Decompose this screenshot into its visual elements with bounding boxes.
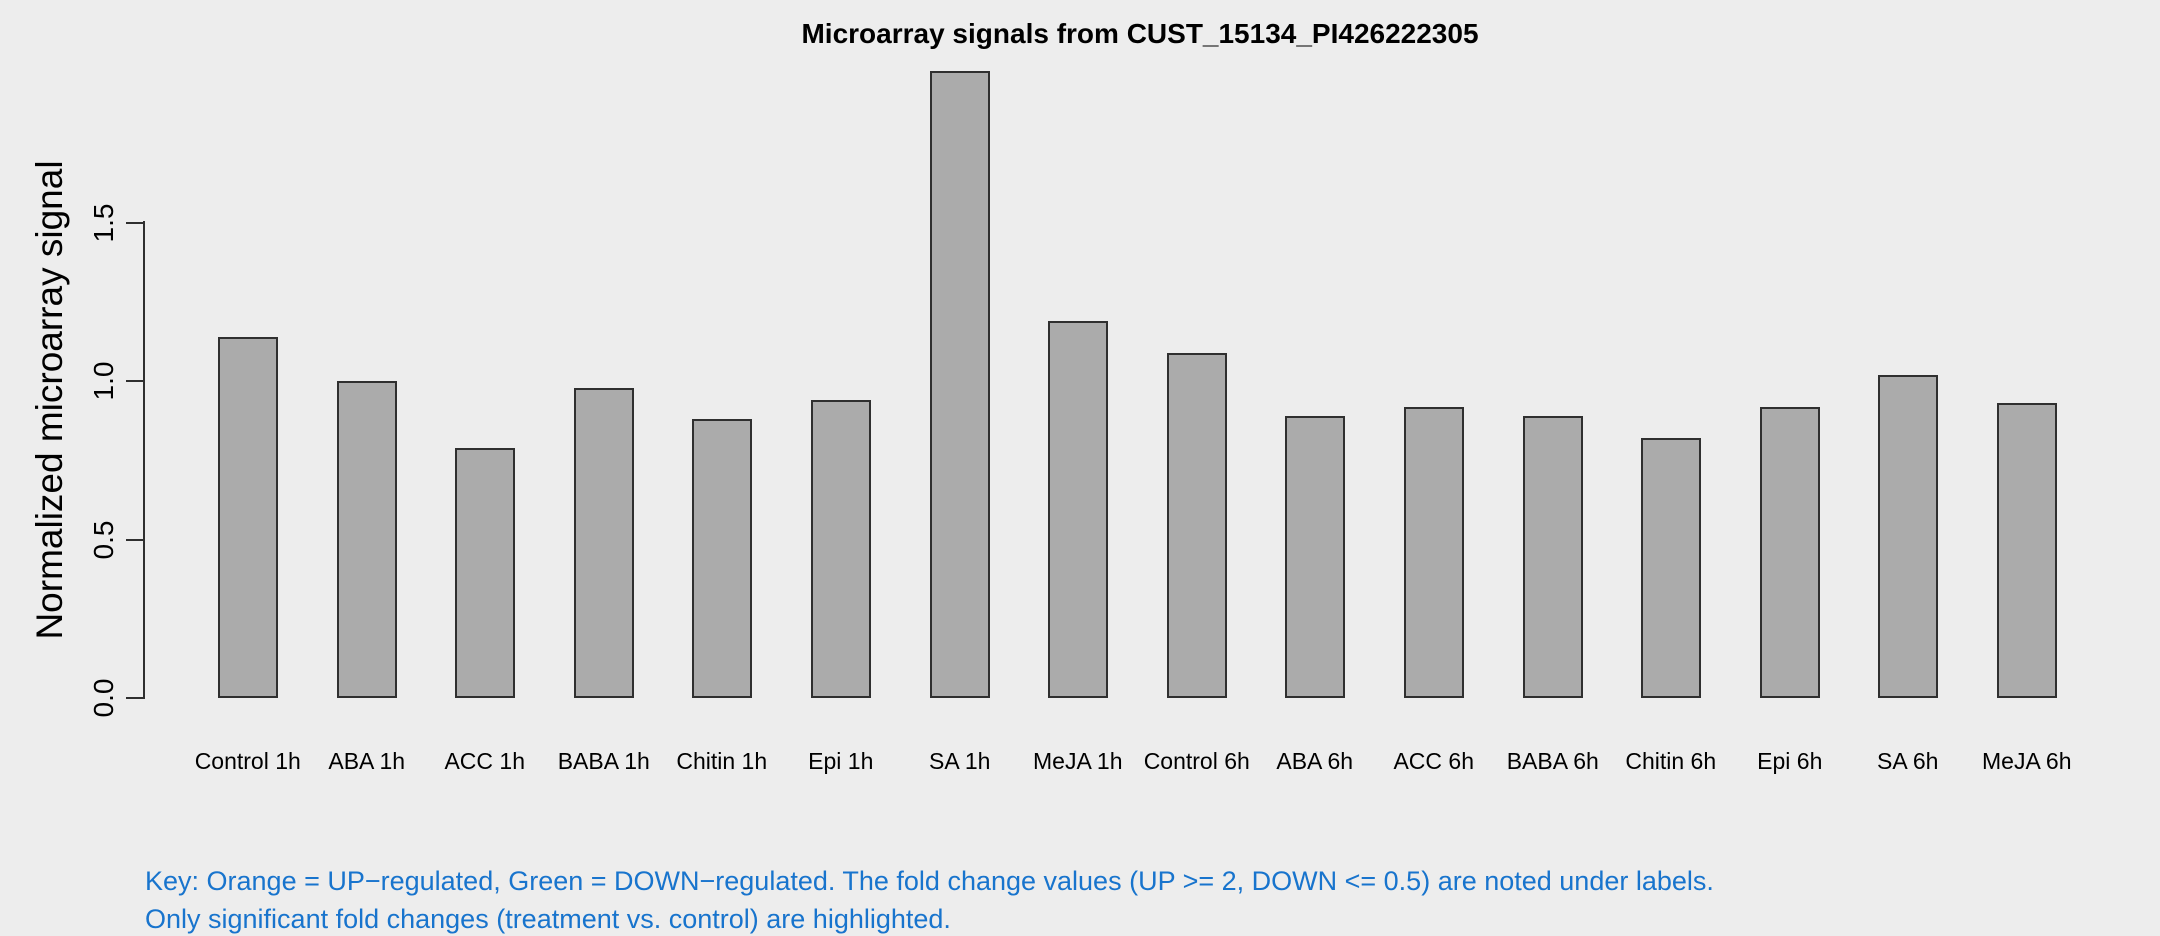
y-tick-label-text: 1.5 [88, 203, 119, 243]
bar-baba-6h [1523, 416, 1583, 698]
x-axis-label: BABA 6h [1506, 748, 1599, 774]
x-axis-label: Control 6h [1143, 748, 1250, 774]
y-tick-label-text: 0.0 [88, 678, 119, 718]
x-axis-label: ACC 1h [444, 748, 526, 774]
x-axis-label: Chitin 1h [676, 748, 768, 774]
key-note-line2: Only significant fold changes (treatment… [145, 904, 951, 934]
y-tick-label-text: 0.5 [88, 520, 119, 560]
y-tick-label-text: 1.0 [88, 361, 119, 401]
key-note: Key: Orange = UP−regulated, Green = DOWN… [145, 862, 1714, 936]
bar-sa-6h [1878, 375, 1938, 698]
y-tick-mark [126, 221, 144, 224]
bar-epi-6h [1760, 407, 1820, 698]
bar-acc-1h [455, 448, 515, 698]
x-axis-label: Epi 6h [1757, 748, 1823, 774]
bar-meja-1h [1048, 321, 1108, 698]
bar-sa-1h [930, 71, 990, 698]
x-axis-label: SA 6h [1877, 748, 1939, 774]
bar-epi-1h [811, 400, 871, 698]
x-axis-label: Epi 1h [808, 748, 874, 774]
y-tick-mark [126, 697, 144, 699]
chart-title: Microarray signals from CUST_15134_PI426… [801, 18, 1479, 49]
x-axis-label: ABA 6h [1276, 748, 1354, 774]
bar-meja-6h [1997, 403, 2057, 698]
bar-chitin-6h [1641, 438, 1701, 698]
bar-baba-1h [574, 388, 634, 698]
key-note-line1: Key: Orange = UP−regulated, Green = DOWN… [145, 866, 1714, 896]
bar-chitin-1h [692, 419, 752, 698]
x-axis-label: ACC 6h [1393, 748, 1475, 774]
x-axis-label: Chitin 6h [1625, 748, 1717, 774]
y-tick-mark [126, 380, 144, 383]
y-axis-line [143, 221, 145, 699]
x-axis-label: MeJA 1h [1033, 748, 1123, 774]
bar-aba-1h [337, 381, 397, 698]
x-axis-label: ABA 1h [328, 748, 406, 774]
bar-acc-6h [1404, 407, 1464, 698]
bar-control-1h [218, 337, 278, 698]
x-axis-label: SA 1h [929, 748, 991, 774]
bar-control-6h [1167, 353, 1227, 698]
x-axis-label: MeJA 6h [1982, 748, 2072, 774]
x-axis-label: Control 1h [194, 748, 301, 774]
y-tick-mark [126, 538, 144, 541]
y-axis-title-text: Normalized microarray signal [29, 160, 70, 640]
x-axis-label: BABA 1h [557, 748, 650, 774]
bar-aba-6h [1285, 416, 1345, 698]
